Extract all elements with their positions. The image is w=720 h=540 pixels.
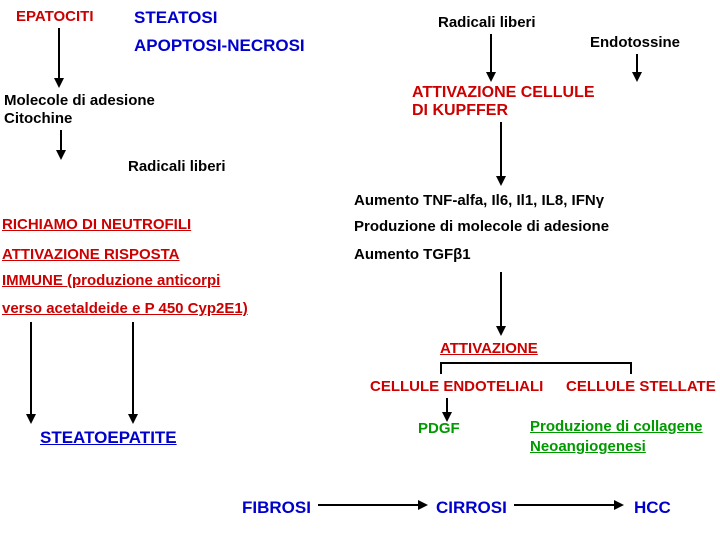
attivazione-risposta: ATTIVAZIONE RISPOSTA: [2, 246, 180, 263]
arrow-head: [486, 72, 496, 82]
endotossine: Endotossine: [590, 34, 680, 51]
connector: [440, 362, 442, 374]
arrow-head: [442, 412, 452, 422]
citochine: Citochine: [4, 110, 72, 127]
collagene: Produzione di collagene: [530, 418, 703, 435]
kupffer: ATTIVAZIONE CELLULE DI KUPFFER: [412, 84, 595, 120]
apoptosi: APOPTOSI-NECROSI: [134, 36, 305, 56]
arrow: [132, 322, 134, 414]
produzione-mol: Produzione di molecole di adesione: [354, 218, 609, 235]
arrow-head: [418, 500, 428, 510]
neoangio: Neoangiogenesi: [530, 438, 646, 455]
stellate: CELLULE STELLATE: [566, 378, 716, 395]
immune: IMMUNE (produzione anticorpi: [2, 272, 220, 289]
arrow: [446, 398, 448, 412]
pdgf: PDGF: [418, 420, 460, 437]
radicali1: Radicali liberi: [438, 14, 536, 31]
arrow: [60, 130, 62, 150]
verso: verso acetaldeide e P 450 Cyp2E1): [2, 300, 248, 317]
arrow-head: [54, 78, 64, 88]
richiamo: RICHIAMO DI NEUTROFILI: [2, 216, 191, 233]
radicali2: Radicali liberi: [128, 158, 226, 175]
arrow: [30, 322, 32, 414]
fibrosi: FIBROSI: [242, 498, 311, 518]
arrow-head: [632, 72, 642, 82]
arrow-head: [56, 150, 66, 160]
arrow: [500, 122, 502, 176]
arrow-head: [128, 414, 138, 424]
attivazione: ATTIVAZIONE: [440, 340, 538, 357]
connector: [440, 362, 630, 364]
arrow: [58, 28, 60, 78]
aumento-tgf: Aumento TGFβ1: [354, 246, 471, 263]
arrow: [318, 504, 418, 506]
arrow-head: [496, 176, 506, 186]
aumento-tnf: Aumento TNF-alfa, Il6, Il1, IL8, IFNγ: [354, 192, 604, 209]
steatoepatite: STEATOEPATITE: [40, 428, 177, 448]
arrow: [500, 272, 502, 326]
arrow: [636, 54, 638, 72]
endoteliali: CELLULE ENDOTELIALI: [370, 378, 543, 395]
arrow-head: [614, 500, 624, 510]
hcc: HCC: [634, 498, 671, 518]
epatociti: EPATOCITI: [16, 8, 94, 25]
molecole: Molecole di adesione: [4, 92, 155, 109]
steatosi: STEATOSI: [134, 8, 217, 28]
arrow: [514, 504, 614, 506]
arrow-head: [496, 326, 506, 336]
connector: [630, 362, 632, 374]
cirrosi: CIRROSI: [436, 498, 507, 518]
arrow: [490, 34, 492, 72]
kupffer1: ATTIVAZIONE CELLULE: [412, 84, 595, 101]
kupffer2: DI KUPFFER: [412, 102, 508, 119]
arrow-head: [26, 414, 36, 424]
